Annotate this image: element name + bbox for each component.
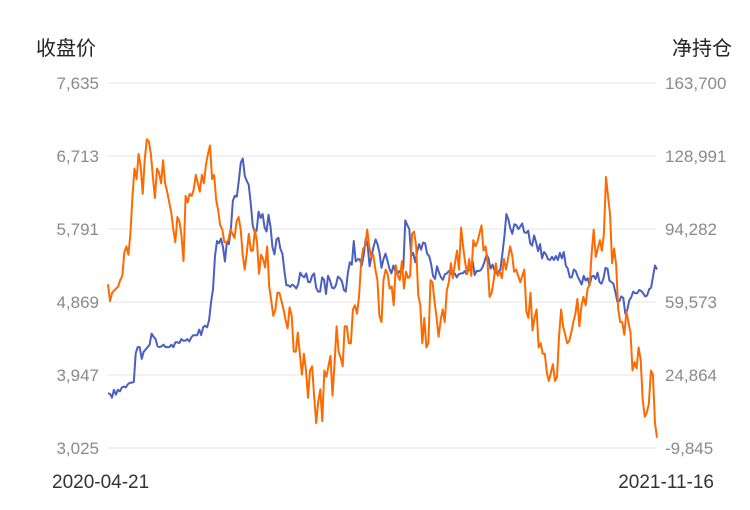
net-position-series-line: [107, 138, 658, 438]
left-tick-label: 7,635: [56, 74, 99, 93]
series-layer: [107, 138, 658, 438]
left-tick-label: 5,791: [56, 220, 99, 239]
right-tick-label: 163,700: [665, 74, 726, 93]
right-tick-label: 24,864: [665, 366, 717, 385]
right-tick-label: 94,282: [665, 220, 717, 239]
left-tick-label: 3,025: [56, 439, 99, 458]
right-tick-label: -9,845: [665, 439, 713, 458]
right-axis-ticks: 163,700 128,991 94,282 59,573 24,864 -9,845: [665, 74, 726, 458]
left-tick-label: 3,947: [56, 366, 99, 385]
right-tick-label: 128,991: [665, 147, 726, 166]
x-start-label: 2020-04-21: [52, 472, 149, 493]
grid-lines: [108, 82, 656, 449]
price-series-line: [107, 157, 658, 399]
left-axis-ticks: 7,635 6,713 5,791 4,869 3,947 3,025: [56, 74, 99, 458]
left-axis-title: 收盘价: [36, 36, 96, 60]
left-tick-label: 6,713: [56, 147, 99, 166]
x-end-label: 2021-11-16: [618, 472, 714, 493]
left-tick-label: 4,869: [56, 293, 99, 312]
right-axis-title: 净持仓: [672, 36, 732, 60]
right-tick-label: 59,573: [665, 293, 717, 312]
